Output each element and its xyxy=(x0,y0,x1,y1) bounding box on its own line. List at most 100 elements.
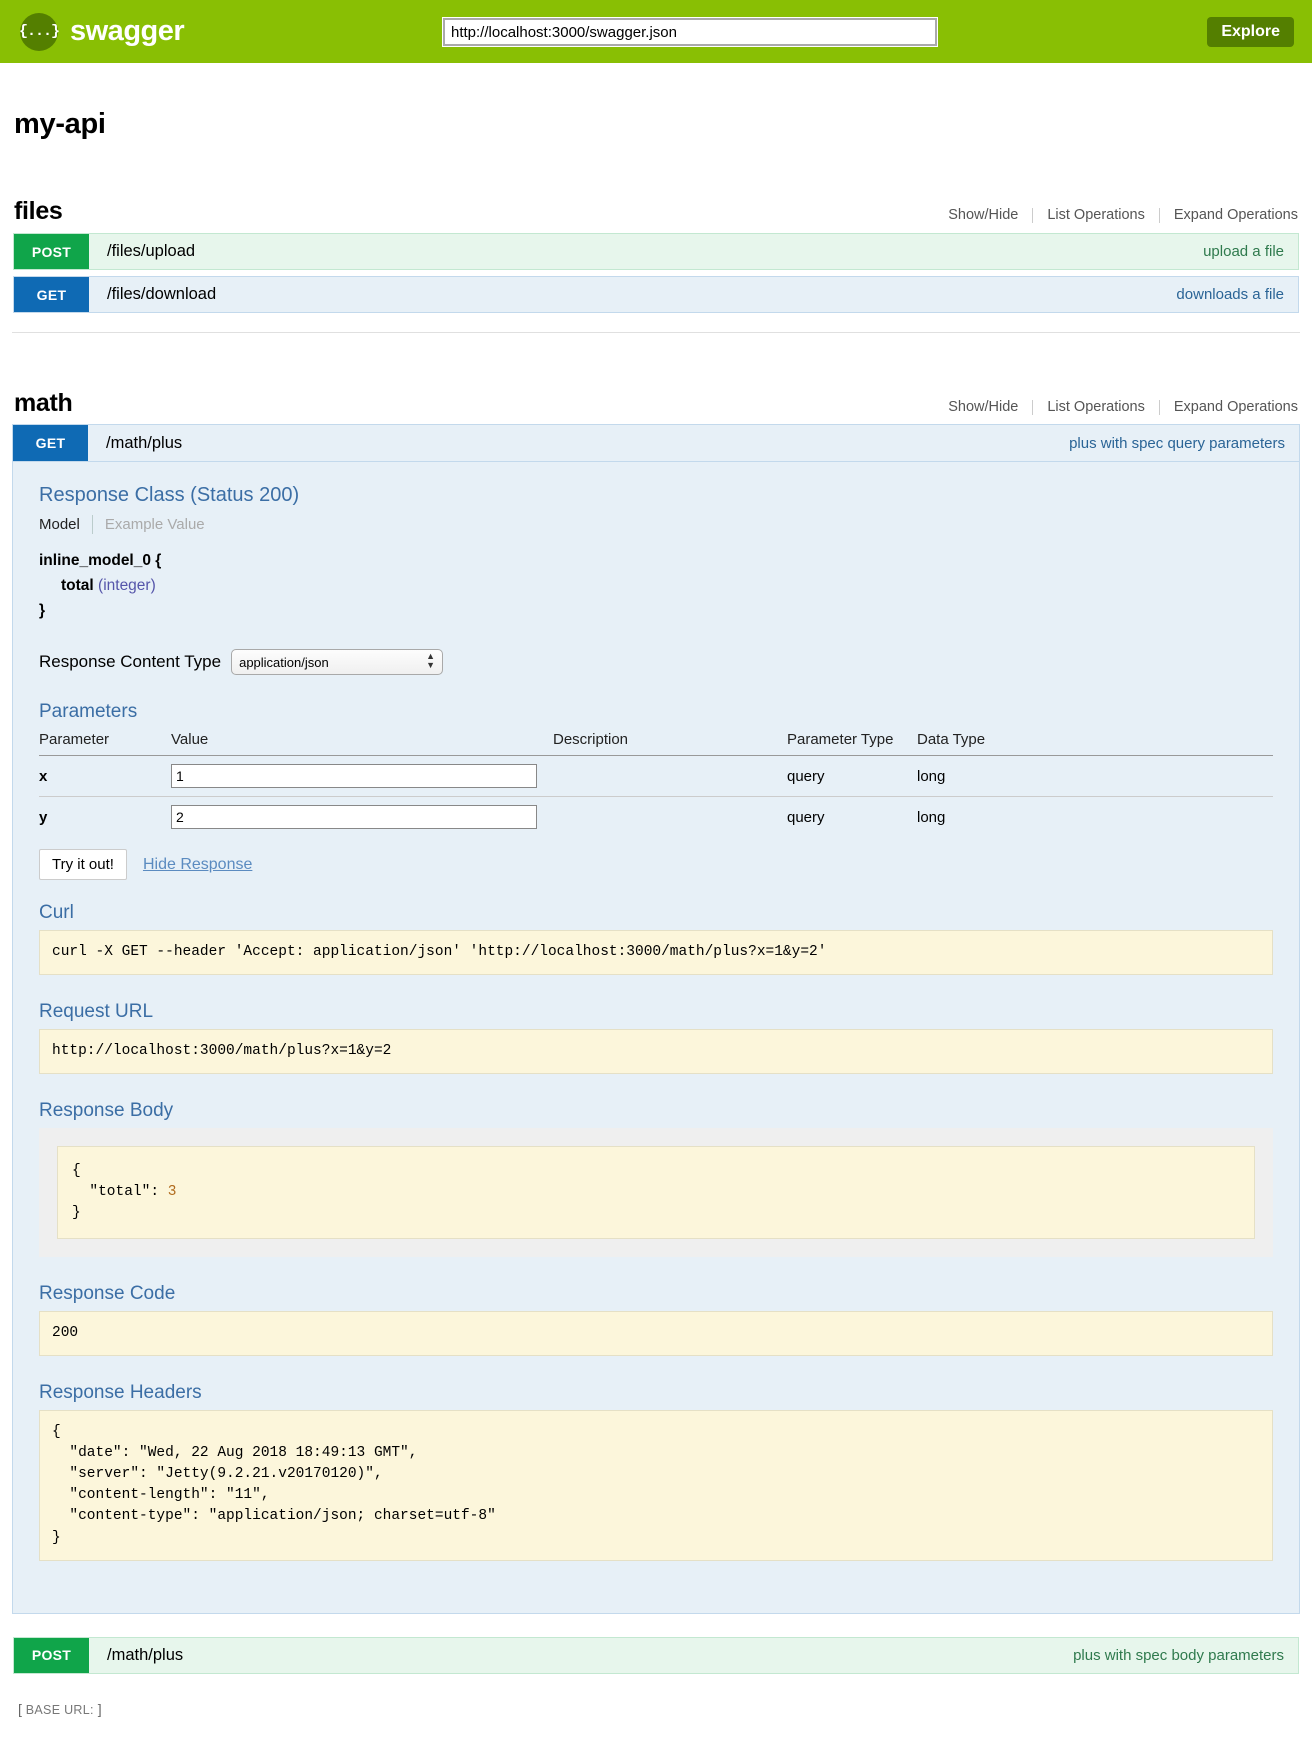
resource-files: files Show/Hide List Operations Expand O… xyxy=(12,197,1300,314)
param-data-type: long xyxy=(917,808,946,826)
options-divider xyxy=(1158,207,1160,223)
parameters-title: Parameters xyxy=(39,701,138,723)
json-number-value: 3 xyxy=(167,1184,177,1201)
operation-summary[interactable]: downloads a file xyxy=(1176,286,1284,303)
response-code-title: Response Code xyxy=(39,1283,176,1305)
response-body-json: { "total": 3 } xyxy=(57,1146,1255,1240)
operation-header[interactable]: GET /files/download downloads a file xyxy=(13,276,1299,313)
operation-summary[interactable]: plus with spec body parameters xyxy=(1073,1646,1284,1664)
param-type: query xyxy=(787,755,917,798)
hide-response-link[interactable]: Hide Response xyxy=(142,855,253,873)
param-description xyxy=(553,797,787,838)
list-operations-link-math[interactable]: List Operations xyxy=(1047,399,1145,415)
model-tabs: Model Example Value xyxy=(39,515,1273,534)
json-key: "total": xyxy=(72,1184,168,1201)
operation-row[interactable]: POST /files/upload upload a file xyxy=(12,232,1300,271)
swagger-brand[interactable]: {...} swagger xyxy=(19,12,185,51)
resource-header-files: files Show/Hide List Operations Expand O… xyxy=(12,197,1300,232)
tab-example-value[interactable]: Example Value xyxy=(104,516,205,533)
operation-header[interactable]: POST /math/plus plus with spec body para… xyxy=(13,1636,1299,1674)
try-it-out-button[interactable]: Try it out! xyxy=(39,849,127,881)
submit-row: Try it out! Hide Response xyxy=(39,849,1273,881)
resource-options-files: Show/Hide List Operations Expand Operati… xyxy=(934,207,1300,223)
response-headers-value: { "date": "Wed, 22 Aug 2018 18:49:13 GMT… xyxy=(39,1410,1273,1561)
param-value-input-x[interactable] xyxy=(171,764,537,789)
resource-name-files: files xyxy=(14,197,63,225)
explore-button[interactable]: Explore xyxy=(1207,17,1294,47)
operation-header[interactable]: GET /math/plus plus with spec query para… xyxy=(13,425,1299,462)
response-headers-title: Response Headers xyxy=(39,1382,202,1404)
http-method-badge: POST xyxy=(14,1637,89,1673)
swagger-logo-icon: {...} xyxy=(19,12,60,51)
json-open-brace: { xyxy=(72,1163,81,1180)
curl-title: Curl xyxy=(39,902,74,924)
col-parameter-type: Parameter Type xyxy=(787,729,917,757)
expand-operations-link-files[interactable]: Expand Operations xyxy=(1173,207,1298,223)
operation-header[interactable]: POST /files/upload upload a file xyxy=(13,233,1299,270)
operation-path[interactable]: /files/download xyxy=(107,285,217,303)
http-method-badge: GET xyxy=(13,425,88,461)
param-name: y xyxy=(39,808,48,826)
expand-operations-link-math[interactable]: Expand Operations xyxy=(1173,399,1298,415)
show-hide-link-files[interactable]: Show/Hide xyxy=(948,207,1019,223)
resource-header-math: math Show/Hide List Operations Expand Op… xyxy=(12,389,1300,424)
request-url-value: http://localhost:3000/math/plus?x=1&y=2 xyxy=(39,1029,1273,1075)
http-method-badge: POST xyxy=(14,234,89,269)
col-data-type: Data Type xyxy=(917,729,1273,757)
operation-path[interactable]: /math/plus xyxy=(107,1645,184,1664)
operation-row[interactable]: POST /math/plus plus with spec body para… xyxy=(12,1636,1300,1675)
response-body-container: { "total": 3 } xyxy=(39,1128,1273,1258)
json-close-brace: } xyxy=(72,1205,81,1222)
operation-row-expanded: GET /math/plus plus with spec query para… xyxy=(12,424,1300,1614)
resource-name-math: math xyxy=(14,389,73,417)
response-class-title: Response Class (Status 200) xyxy=(39,484,300,506)
parameters-table: Parameter Value Description Parameter Ty… xyxy=(39,729,1273,837)
response-body-title: Response Body xyxy=(39,1100,174,1122)
spec-url-input[interactable] xyxy=(442,17,938,47)
operation-summary[interactable]: plus with spec query parameters xyxy=(1069,434,1285,452)
model-close-brace: } xyxy=(39,602,46,620)
footer-base-url: [ BASE URL: ] xyxy=(12,1693,1300,1737)
show-hide-link-math[interactable]: Show/Hide xyxy=(948,399,1019,415)
operation-path[interactable]: /files/upload xyxy=(107,242,196,260)
param-type: query xyxy=(787,808,825,826)
param-description xyxy=(553,755,787,798)
list-operations-link-files[interactable]: List Operations xyxy=(1047,207,1145,223)
brand-name: swagger xyxy=(70,15,185,47)
col-description: Description xyxy=(553,729,787,757)
http-method-badge: GET xyxy=(14,277,89,312)
model-property-type: (integer) xyxy=(98,577,156,595)
col-value: Value xyxy=(171,729,553,757)
response-content-type-wrap[interactable]: application/json ▲ ▼ xyxy=(231,649,444,676)
param-data-type: long xyxy=(917,755,1273,798)
page-title: my-api xyxy=(14,108,106,140)
table-row: y query long xyxy=(39,797,1273,838)
operation-row[interactable]: GET /files/download downloads a file xyxy=(12,275,1300,314)
options-divider xyxy=(1158,399,1160,415)
table-row: x query long xyxy=(39,755,1273,798)
model-open-brace: inline_model_0 { xyxy=(39,552,162,569)
response-code-value: 200 xyxy=(39,1311,1273,1357)
param-value-cell xyxy=(171,755,553,798)
operation-summary[interactable]: upload a file xyxy=(1203,243,1284,260)
model-schema: inline_model_0 { total (integer) } xyxy=(39,548,1273,623)
model-property: total (integer) xyxy=(39,573,1273,598)
footer-close-bracket: ] xyxy=(97,1700,102,1717)
request-url-title: Request URL xyxy=(39,1001,154,1023)
model-property-name: total xyxy=(61,577,94,595)
curl-command: curl -X GET --header 'Accept: applicatio… xyxy=(39,930,1273,976)
options-divider xyxy=(1032,207,1034,223)
operation-path[interactable]: /math/plus xyxy=(106,433,183,452)
response-content-type-row: Response Content Type application/json ▲… xyxy=(39,649,1273,676)
resource-options-math: Show/Hide List Operations Expand Operati… xyxy=(934,399,1300,415)
top-navigation-bar: {...} swagger Explore xyxy=(0,0,1312,63)
tab-model[interactable]: Model xyxy=(39,516,80,533)
param-name: x xyxy=(39,755,171,798)
table-header-row: Parameter Value Description Parameter Ty… xyxy=(39,729,1273,757)
response-content-type-select[interactable]: application/json xyxy=(231,649,444,676)
param-value-cell xyxy=(171,797,553,838)
footer-base-url-label: BASE URL: xyxy=(25,1702,94,1717)
section-divider xyxy=(12,332,1300,333)
footer-open-bracket: [ xyxy=(18,1700,22,1717)
param-value-input-y[interactable] xyxy=(171,805,537,830)
